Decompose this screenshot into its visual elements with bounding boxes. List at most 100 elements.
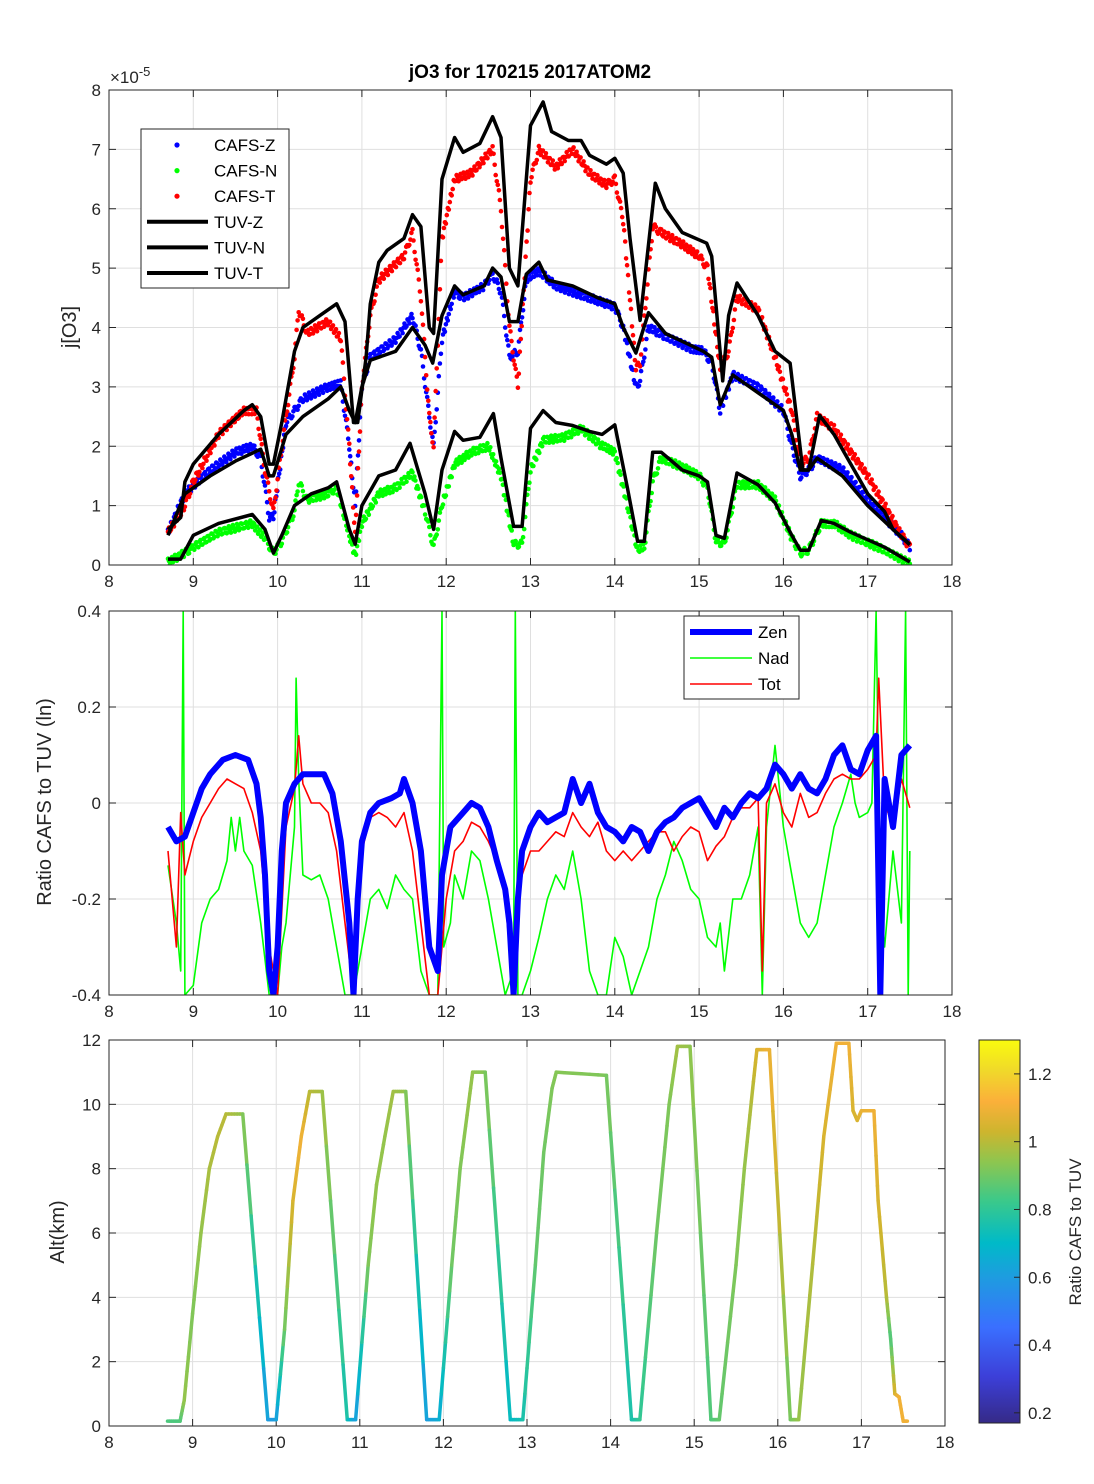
data-point [296,310,302,315]
altitude-segment [705,1355,713,1422]
data-point [348,474,354,479]
data-point [332,487,337,493]
plot-series [165,611,913,995]
data-point [413,257,418,263]
data-point [295,407,300,413]
altitude-segment [879,1231,885,1251]
data-point [476,450,481,456]
data-point [643,347,648,352]
data-point [641,359,646,365]
data-point [257,527,263,532]
altitude-segment [796,1386,804,1422]
data-point [626,290,632,295]
data-point [534,457,539,462]
altitude-segment [462,1124,468,1139]
x-tick-label: 15 [690,572,709,591]
data-point [731,369,737,375]
data-point [531,463,536,469]
data-point [712,322,717,327]
data-point [786,433,791,439]
data-point [296,403,302,409]
altitude-segment [737,1215,742,1235]
altitude-segment [454,1199,460,1219]
altitude-segment [640,1355,648,1391]
data-point [494,277,500,282]
data-point [521,526,527,532]
data-point [200,465,205,471]
altitude-axes: 8 9 10 11 12 13 14 15 16 17 18 0 2 4 6 8 10 12 [82,1031,954,1452]
data-point [202,469,208,475]
x-tick-label: 10 [268,1002,287,1021]
data-point [485,440,490,446]
data-point [708,285,713,291]
data-point [347,447,352,452]
data-point [285,402,291,408]
data-point [266,489,272,494]
data-point [359,524,365,530]
altitude-segment [728,1289,735,1319]
data-point [196,473,201,478]
data-point [373,292,378,298]
data-point [493,459,499,464]
altitude-segment [245,1163,253,1218]
data-point [772,494,778,499]
altitude-segment [188,1326,193,1345]
data-point [644,336,649,342]
data-point [880,497,885,503]
data-point [510,350,515,355]
altitude-segment [261,1366,270,1422]
y-tick-label: 0 [92,556,101,575]
data-point [876,489,881,494]
data-point [228,530,234,535]
data-point [252,411,257,417]
data-point [585,165,590,170]
data-point [393,264,399,270]
data-point [500,236,506,242]
data-point [266,518,272,523]
data-point [528,180,533,185]
altitude-segment [369,1223,375,1241]
altitude-segment [665,1102,671,1128]
data-point [505,337,510,343]
x-tick-label: 18 [943,572,962,591]
data-point [399,252,405,258]
data-point [887,510,892,515]
series-line [168,408,911,564]
data-point [434,532,440,537]
altitude-segment [358,1340,364,1370]
altitude-segment [529,1289,536,1319]
data-point [373,500,379,505]
data-point [283,423,289,429]
data-point [518,320,524,325]
legend-label: Nad [758,649,789,668]
data-point [428,419,433,425]
colorbar-gradient [978,1039,1021,1424]
data-point [837,462,842,468]
altitude-segment [192,1284,198,1302]
altitude-segment [206,1166,212,1182]
altitude-segment [785,1356,793,1422]
data-point [530,167,535,173]
series-tuv-n [168,408,911,564]
data-point [254,524,260,529]
data-point [284,530,290,535]
data-point [620,221,626,227]
data-point [417,289,423,294]
series-line-tot [167,677,911,995]
data-point [654,471,660,476]
altitude-segment [417,1308,425,1367]
data-point [643,305,648,311]
legend-box [140,128,290,289]
x-tick-label: 11 [351,1433,369,1452]
data-point [595,172,600,178]
data-point [281,427,287,433]
data-point [729,329,735,335]
data-point [561,438,567,444]
altitude-segment [487,1128,496,1190]
data-point [694,249,700,254]
data-point [196,545,201,550]
data-point [442,329,448,335]
altitude-segment [289,1199,295,1225]
data-point [588,168,593,173]
y-tick-label: -0.2 [72,890,101,909]
